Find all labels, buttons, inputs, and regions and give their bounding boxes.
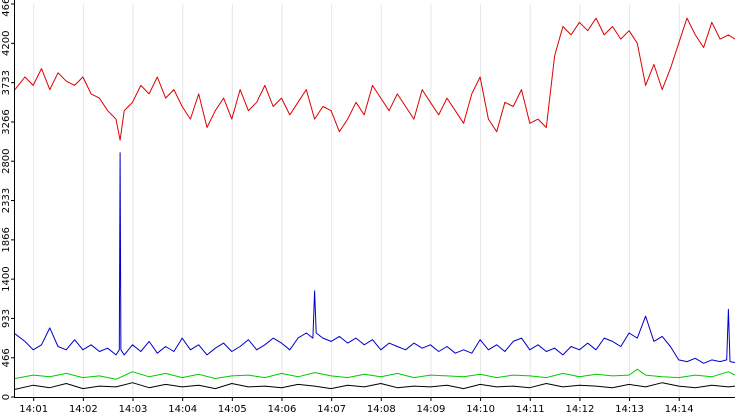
x-tick-label: 14:03 xyxy=(119,404,148,415)
grid-layer xyxy=(33,4,680,397)
x-tick-label: 14:04 xyxy=(168,404,197,415)
x-tick-label: 14:07 xyxy=(317,404,346,415)
x-tick-label: 14:12 xyxy=(565,404,594,415)
y-tick-label: 3733 xyxy=(1,70,12,95)
y-tick-label: 4667 xyxy=(1,0,12,17)
y-tick-label: 466 xyxy=(1,348,12,367)
x-tick-label: 14:14 xyxy=(665,404,694,415)
series-line-4 xyxy=(14,382,735,390)
x-tick-label: 14:06 xyxy=(268,404,297,415)
x-tick-label: 14:02 xyxy=(69,404,98,415)
y-tick-layer: 0 466 933 1400 1866 2333 2800 3266 3733 4200 4667 xyxy=(1,0,15,400)
y-tick-label: 1866 xyxy=(1,227,12,252)
x-tick-label: 14:05 xyxy=(218,404,247,415)
x-tick-label: 14:01 xyxy=(19,404,48,415)
y-tick-label: 2333 xyxy=(1,188,12,213)
series-layer xyxy=(14,17,735,390)
y-tick-label: 933 xyxy=(1,309,12,328)
y-tick-label: 3266 xyxy=(1,109,12,134)
series-line-1 xyxy=(14,17,735,141)
x-tick-label: 14:10 xyxy=(466,404,495,415)
series-line-2 xyxy=(14,152,735,364)
x-tick-label: 14:09 xyxy=(417,404,446,415)
x-tick-label: 14:11 xyxy=(516,404,545,415)
y-tick-label: 4200 xyxy=(1,31,12,56)
y-tick-label: 1400 xyxy=(1,266,12,291)
x-tick-label: 14:08 xyxy=(367,404,396,415)
y-tick-label: 0 xyxy=(1,394,12,400)
y-tick-label: 2800 xyxy=(1,148,12,173)
x-tick-label: 14:13 xyxy=(615,404,644,415)
x-tick-layer: 14:01 14:02 14:03 14:04 14:05 14:06 14:07 14:08… xyxy=(19,397,694,415)
series-line-3 xyxy=(14,368,735,380)
